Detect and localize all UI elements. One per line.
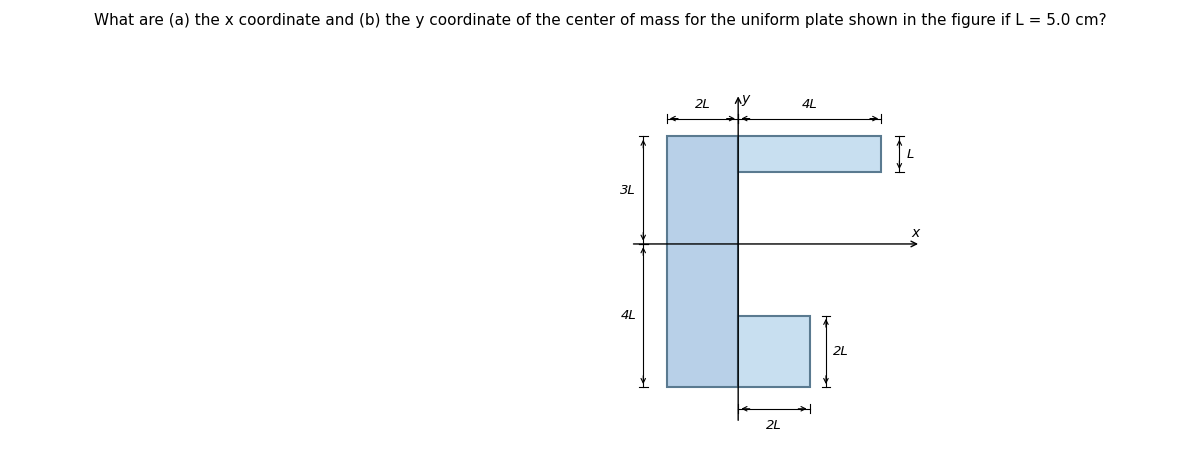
Bar xyxy=(666,136,738,387)
Text: x: x xyxy=(911,225,919,240)
Text: 2L: 2L xyxy=(766,419,782,432)
Text: 3L: 3L xyxy=(620,184,636,197)
Text: 2L: 2L xyxy=(833,345,848,358)
Text: 2L: 2L xyxy=(695,98,710,111)
Bar xyxy=(738,136,882,172)
Text: y: y xyxy=(742,92,749,106)
Text: L: L xyxy=(906,148,914,161)
Bar xyxy=(738,315,810,387)
Text: What are (a) the x coordinate and (b) the y coordinate of the center of mass for: What are (a) the x coordinate and (b) th… xyxy=(94,14,1106,28)
Text: 4L: 4L xyxy=(620,309,636,322)
Text: 4L: 4L xyxy=(802,98,817,111)
